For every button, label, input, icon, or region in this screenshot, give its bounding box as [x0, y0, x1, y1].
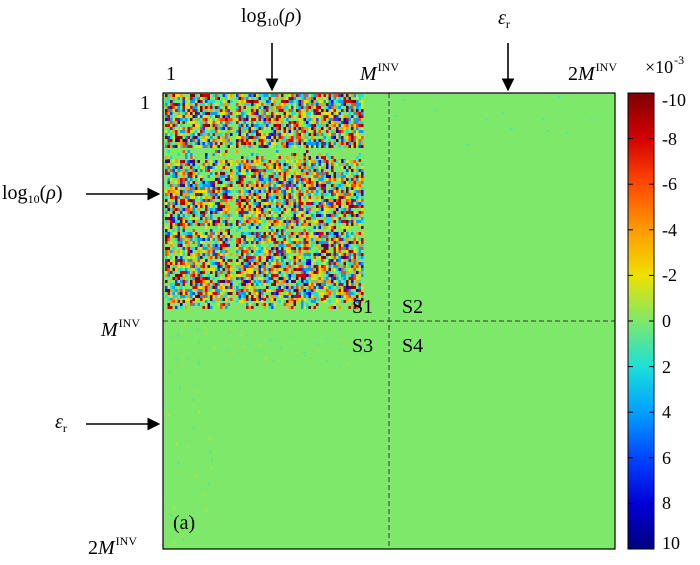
matrix-texture: [165, 94, 593, 545]
colorbar-tick: -2: [662, 265, 677, 286]
block-label-s3: S3: [352, 335, 374, 357]
colorbar-scale-label: ×10-3: [645, 53, 685, 77]
top-arrow-label-eps: εr: [498, 7, 510, 31]
colorbar-tick: 6: [662, 447, 671, 468]
colorbar-tick-marks: [628, 92, 654, 550]
block-label-s1: S1: [352, 296, 374, 318]
matrix-frame: [162, 92, 616, 550]
colorbar-tick: 4: [662, 402, 671, 423]
left-tick-end: 2MINV: [88, 534, 137, 559]
top-tick-end: 2MINV: [568, 60, 617, 85]
top-tick-middle: MINV: [360, 60, 399, 85]
colorbar-tick: -10: [662, 90, 686, 110]
colorbar-tick: -8: [662, 128, 677, 149]
colorbar-tick: 2: [662, 356, 671, 377]
top-arrow-label-rho: log10(ρ): [241, 5, 302, 29]
colorbar-tick: 10: [662, 533, 680, 553]
colorbar-tick: -6: [662, 174, 677, 195]
left-tick-first: 1: [140, 92, 150, 114]
left-tick-middle: MINV: [101, 316, 140, 341]
block-label-s2: S2: [402, 296, 424, 318]
colorbar-tick: 0: [662, 311, 671, 331]
left-arrow-label-eps: εr: [55, 411, 67, 435]
colorbar-tick: 8: [662, 493, 671, 514]
top-tick-first: 1: [166, 63, 176, 85]
panel-label: (a): [173, 512, 196, 534]
colorbar-tick: -4: [662, 219, 677, 240]
left-arrow-label-rho: log10(ρ): [2, 182, 63, 206]
block-label-s4: S4: [402, 335, 424, 357]
